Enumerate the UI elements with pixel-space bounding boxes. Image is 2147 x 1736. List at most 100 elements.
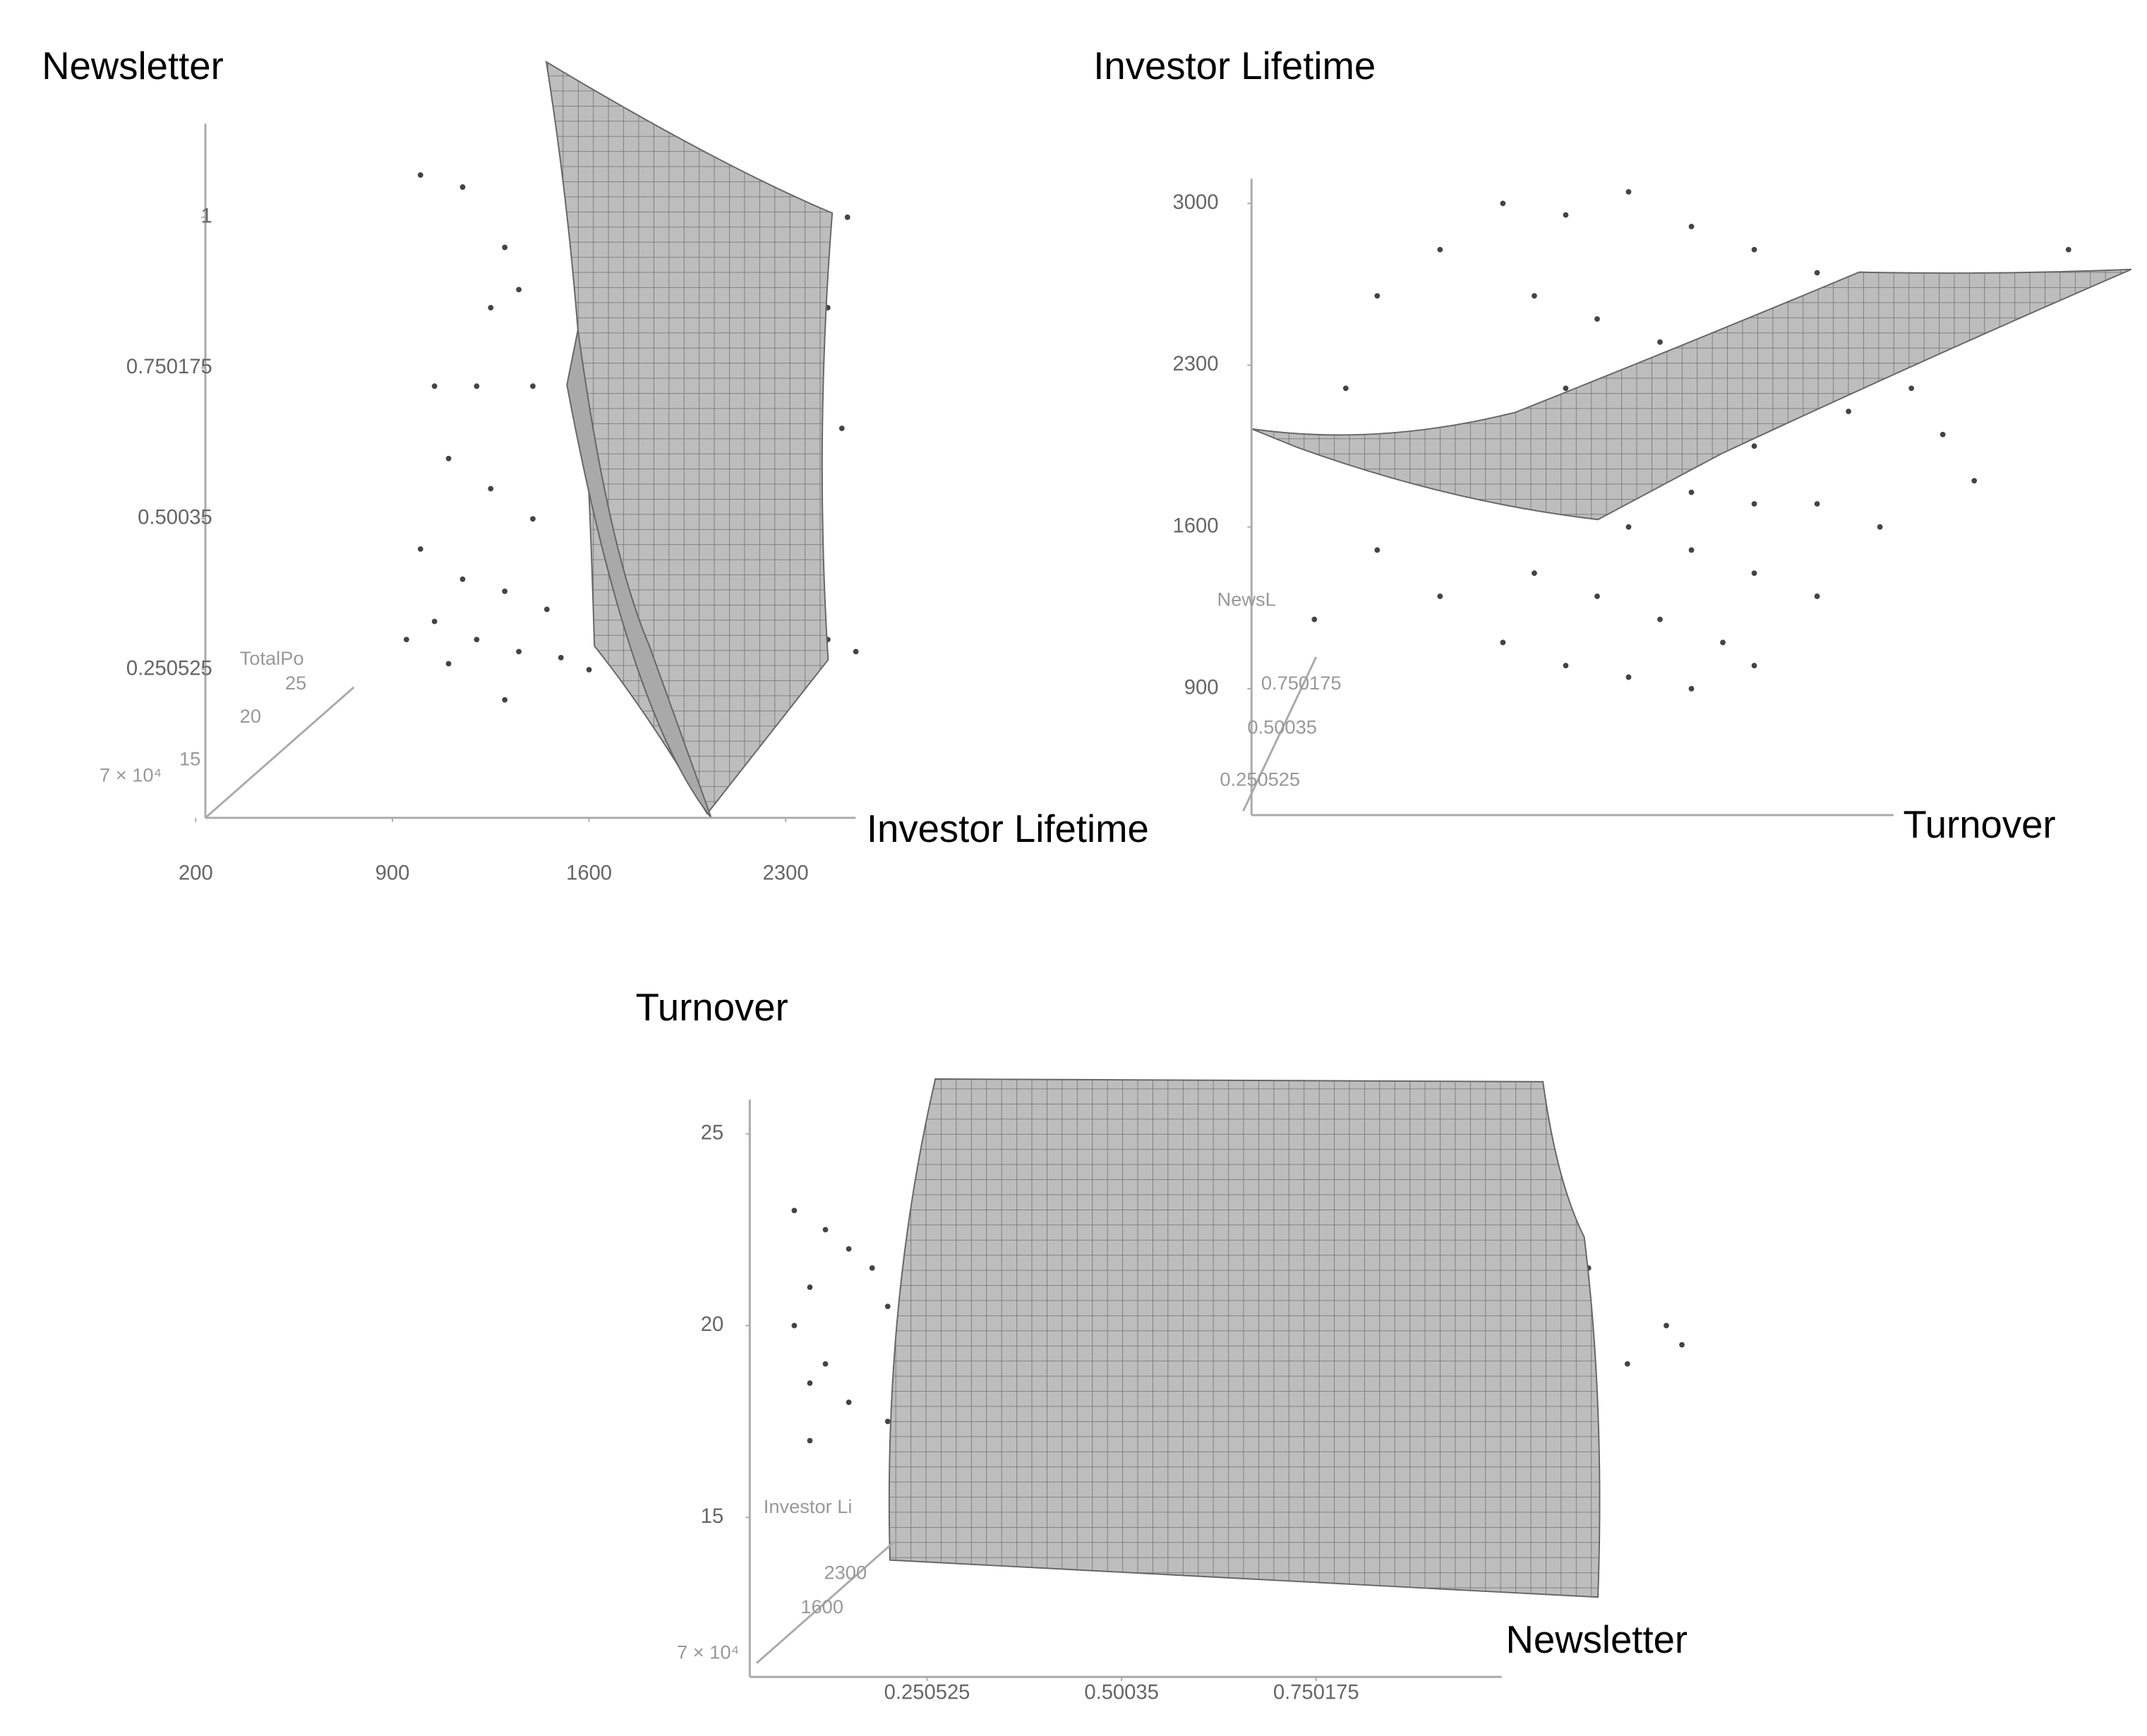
scatter-point bbox=[431, 383, 438, 390]
scatter-point bbox=[1751, 501, 1757, 507]
scatter-point bbox=[1563, 212, 1569, 218]
scatter-point bbox=[1594, 593, 1600, 599]
scatter-point bbox=[1971, 478, 1978, 484]
scatter-point bbox=[1688, 547, 1695, 553]
y-tick-label: 1 bbox=[200, 205, 212, 228]
scatter-point bbox=[807, 1380, 813, 1386]
scatter-point bbox=[791, 1322, 798, 1329]
scatter-point bbox=[1751, 246, 1757, 253]
fitted-surface bbox=[545, 60, 834, 815]
y-tick-label: 900 bbox=[1184, 677, 1219, 699]
depth-axis-label: TotalPo bbox=[240, 647, 304, 669]
scatter-point bbox=[1877, 524, 1883, 530]
scatter-point bbox=[1594, 316, 1600, 322]
scatter-point bbox=[1563, 385, 1569, 392]
scatter-point bbox=[1751, 443, 1757, 449]
scatter-point bbox=[884, 1303, 891, 1310]
chart-title: Investor Lifetime bbox=[1093, 44, 1376, 88]
depth-axis bbox=[1242, 656, 1318, 812]
depth-tick-label: 2300 bbox=[824, 1561, 867, 1583]
y-tick-label: 3000 bbox=[1173, 191, 1219, 214]
chart-title: Newsletter bbox=[42, 44, 224, 88]
x-axis-label: Investor Lifetime bbox=[867, 807, 1149, 850]
y-tick-label: 0.250525 bbox=[126, 657, 212, 680]
scatter-point bbox=[1679, 1342, 1685, 1348]
labels-layer: Newsletter Investor Lifetime TotalPo 25 20 15… bbox=[42, 44, 2055, 1704]
scatter-point bbox=[807, 1284, 813, 1290]
scatter-point bbox=[403, 637, 409, 643]
scatter-point bbox=[1625, 188, 1632, 195]
scatter-point bbox=[1374, 547, 1381, 553]
scatter-point bbox=[791, 1207, 798, 1214]
scatter-point bbox=[807, 1437, 813, 1444]
scatter-point bbox=[1751, 570, 1757, 577]
fitted-surface bbox=[888, 1078, 1601, 1598]
x-tick-label: 0.250525 bbox=[884, 1681, 970, 1704]
x-tick-label: 200 bbox=[179, 862, 213, 884]
scatter-point bbox=[502, 697, 508, 703]
scatter-point bbox=[1532, 293, 1537, 299]
scatter-point bbox=[1664, 1322, 1669, 1329]
scatter-point bbox=[1500, 200, 1506, 207]
x-tick-label: 0.50035 bbox=[1084, 1681, 1159, 1704]
scatter-point bbox=[558, 655, 564, 661]
scatter-point bbox=[846, 1399, 852, 1406]
scatter-point bbox=[844, 214, 850, 220]
depth-tick-label: 25 bbox=[285, 672, 306, 694]
scatter-point bbox=[1311, 616, 1318, 622]
x-axis-label: Newsletter bbox=[1506, 1618, 1688, 1661]
scatter-point bbox=[1814, 270, 1820, 276]
scatter-point bbox=[516, 649, 522, 655]
scatter-point bbox=[1814, 501, 1820, 507]
scatter-point bbox=[1625, 524, 1632, 530]
depth-axis-label: NewsL bbox=[1217, 588, 1276, 610]
scatter-point bbox=[1624, 1361, 1630, 1367]
scatter-point bbox=[1814, 593, 1820, 599]
y-tick-label: 15 bbox=[701, 1505, 723, 1528]
scatter-point bbox=[445, 455, 452, 462]
scatter-point bbox=[1720, 639, 1726, 646]
scatter-point bbox=[1437, 593, 1443, 599]
corner-label: 7 × 10⁴ bbox=[677, 1641, 739, 1663]
scatter-point bbox=[838, 426, 845, 431]
fitted-surface bbox=[1251, 268, 2132, 521]
scatter-point bbox=[488, 305, 494, 311]
scatter-point bbox=[1563, 663, 1569, 669]
fitted-surface bbox=[566, 330, 712, 819]
scatter-point bbox=[516, 287, 522, 293]
x-tick-label: 1600 bbox=[566, 862, 612, 884]
scatter-point bbox=[1939, 431, 1946, 438]
scatter-point bbox=[474, 383, 480, 390]
y-tick-label: 0.750175 bbox=[126, 356, 212, 378]
depth-tick-label: 1600 bbox=[800, 1596, 843, 1617]
scatter-point bbox=[488, 486, 494, 492]
depth-tick-label: 15 bbox=[179, 747, 200, 769]
scatter-point bbox=[543, 606, 550, 613]
scatter-point bbox=[459, 576, 466, 582]
scatter-point bbox=[1625, 674, 1632, 680]
y-tick-label: 2300 bbox=[1173, 353, 1219, 375]
scatter-point bbox=[417, 172, 423, 178]
scatter-point bbox=[822, 1226, 829, 1233]
depth-axis-label: Investor Li bbox=[764, 1495, 853, 1517]
depth-tick-label: 0.250525 bbox=[1220, 768, 1300, 790]
scatter-point bbox=[1342, 385, 1349, 392]
scatter-point bbox=[1908, 385, 1915, 392]
scatter-point bbox=[1688, 224, 1695, 229]
scatter-point bbox=[1657, 616, 1663, 622]
depth-tick-label: 20 bbox=[240, 705, 261, 727]
scatter-point bbox=[417, 546, 423, 552]
scatter-point bbox=[1532, 570, 1537, 577]
scatter-point bbox=[884, 1418, 891, 1425]
y-tick-label: 20 bbox=[701, 1313, 723, 1336]
x-tick-label: 2300 bbox=[763, 862, 809, 884]
depth-axis bbox=[756, 1538, 898, 1664]
scatter-point bbox=[869, 1265, 875, 1271]
scatter-point bbox=[853, 649, 859, 655]
scatter-point bbox=[431, 618, 438, 625]
scatter-point bbox=[822, 1361, 829, 1367]
x-tick-label: 900 bbox=[375, 862, 410, 884]
scatter-point bbox=[1846, 409, 1852, 414]
y-tick-label: 0.50035 bbox=[138, 507, 212, 529]
depth-tick-label: 0.750175 bbox=[1261, 672, 1342, 694]
